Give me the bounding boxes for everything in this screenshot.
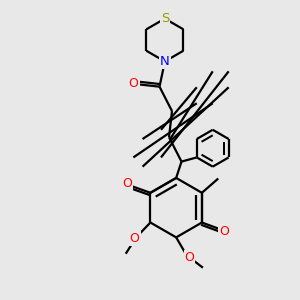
Text: N: N <box>160 55 170 68</box>
Text: O: O <box>123 177 133 190</box>
Text: O: O <box>184 251 194 264</box>
Text: O: O <box>130 232 140 245</box>
Text: O: O <box>219 225 229 238</box>
Text: S: S <box>161 12 169 25</box>
Text: O: O <box>129 77 139 90</box>
